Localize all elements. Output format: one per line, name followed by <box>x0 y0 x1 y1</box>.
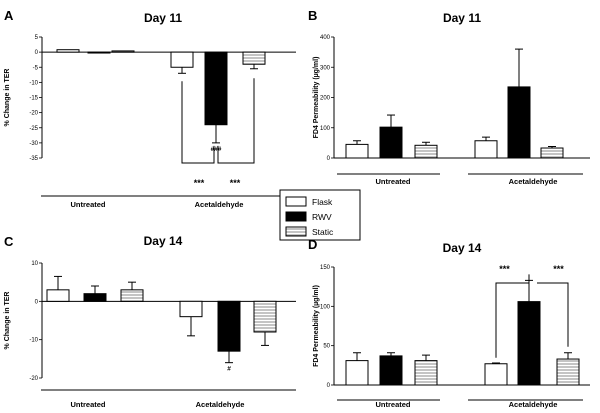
bar <box>56 49 80 53</box>
significance-bracket <box>537 282 569 347</box>
y-tick-label: -20 <box>29 111 38 117</box>
legend: Flask RWV Static <box>279 189 361 241</box>
panel-letter: D <box>308 237 317 252</box>
y-tick-label: -5 <box>33 65 39 71</box>
group-label: Untreated <box>70 200 105 209</box>
bar <box>474 140 498 159</box>
y-tick-label: -20 <box>29 376 38 382</box>
y-tick-label: 100 <box>320 304 331 310</box>
legend-swatch <box>285 226 307 237</box>
panel-title: Day 11 <box>144 11 182 25</box>
y-tick-label: 300 <box>320 65 331 71</box>
group-label: Untreated <box>375 400 410 409</box>
y-tick-label: 200 <box>320 96 331 102</box>
y-tick-label: -30 <box>29 141 38 147</box>
panel-c: C Day 14 10 0 -10 -20 % Change in TER Untreated… <box>4 234 296 409</box>
significance-marker: # <box>227 366 231 373</box>
y-axis-label: FD4 Permeability (µg/ml) <box>313 285 320 367</box>
group-label: Acetaldehyde <box>509 177 558 186</box>
bar <box>345 360 369 386</box>
bar <box>345 143 369 159</box>
bar <box>414 360 438 386</box>
y-tick-label: 0 <box>35 50 39 56</box>
legend-label: Static <box>312 227 334 237</box>
y-tick-label: -10 <box>29 80 38 86</box>
significance-marker: ### <box>524 306 535 313</box>
bar <box>556 358 580 386</box>
significance-stars: *** <box>194 178 205 188</box>
panel-a: A Day 11 5 0 -5 -10 -15 -20 -25 -30 -35 % Change in… <box>4 8 296 209</box>
bar <box>484 363 508 386</box>
y-tick-label: 100 <box>320 126 331 132</box>
y-tick-label: 5 <box>35 35 39 41</box>
legend-swatch <box>285 196 307 207</box>
bar <box>507 86 531 159</box>
significance-bracket <box>217 78 255 164</box>
panel-letter: B <box>308 8 317 23</box>
legend-label: Flask <box>312 197 333 207</box>
bar <box>253 300 277 333</box>
group-label: Untreated <box>375 177 410 186</box>
bar <box>414 144 438 159</box>
group-label: Untreated <box>70 400 105 409</box>
group-label: Acetaldehyde <box>509 400 558 409</box>
y-axis-label: % Change in TER <box>4 292 11 350</box>
bar <box>83 293 107 302</box>
significance-bracket <box>181 81 215 164</box>
y-tick-label: 10 <box>31 261 38 267</box>
bar <box>46 289 70 302</box>
panel-title: Day 11 <box>443 11 481 25</box>
bar <box>179 300 203 318</box>
bar <box>242 51 266 65</box>
y-tick-label: -10 <box>29 338 38 344</box>
panel-letter: A <box>4 8 14 23</box>
bar <box>111 50 135 53</box>
bar <box>517 301 541 386</box>
y-tick-label: 0 <box>327 156 331 162</box>
significance-stars: *** <box>230 178 241 188</box>
y-tick-label: -25 <box>29 126 38 132</box>
y-axis-label: % Change in TER <box>4 69 11 127</box>
bar <box>540 147 564 159</box>
y-tick-label: 0 <box>327 383 331 389</box>
bar <box>217 300 241 352</box>
bar <box>87 51 111 54</box>
panel-title: Day 14 <box>443 241 482 255</box>
bar <box>120 289 144 302</box>
y-tick-label: 0 <box>35 299 39 305</box>
y-tick-label: 400 <box>320 35 331 41</box>
legend-label: RWV <box>312 212 332 222</box>
bar <box>379 126 403 159</box>
y-axis-label: FD4 Permeability (µg/ml) <box>313 57 320 139</box>
bar <box>170 51 194 68</box>
panel-letter: C <box>4 234 14 249</box>
significance-stars: *** <box>553 264 564 274</box>
panel-d: D Day 14 0 50 100 150 FD4 Permeability (µg/ml)… <box>308 237 590 409</box>
panel-title: Day 14 <box>144 234 183 248</box>
bar <box>379 355 403 386</box>
y-tick-label: 150 <box>320 265 331 271</box>
group-label: Acetaldehyde <box>195 200 244 209</box>
significance-marker: ### <box>211 146 222 153</box>
panel-b: B Day 11 0 100 200 300 400 FD4 Permeability (µg… <box>308 8 590 186</box>
legend-swatch <box>285 211 307 222</box>
y-tick-label: -35 <box>29 156 38 162</box>
bar <box>204 51 228 126</box>
group-label: Acetaldehyde <box>196 400 245 409</box>
significance-bracket <box>495 274 530 358</box>
significance-stars: *** <box>499 264 510 274</box>
y-tick-label: -15 <box>29 96 38 102</box>
y-tick-label: 50 <box>323 344 330 350</box>
